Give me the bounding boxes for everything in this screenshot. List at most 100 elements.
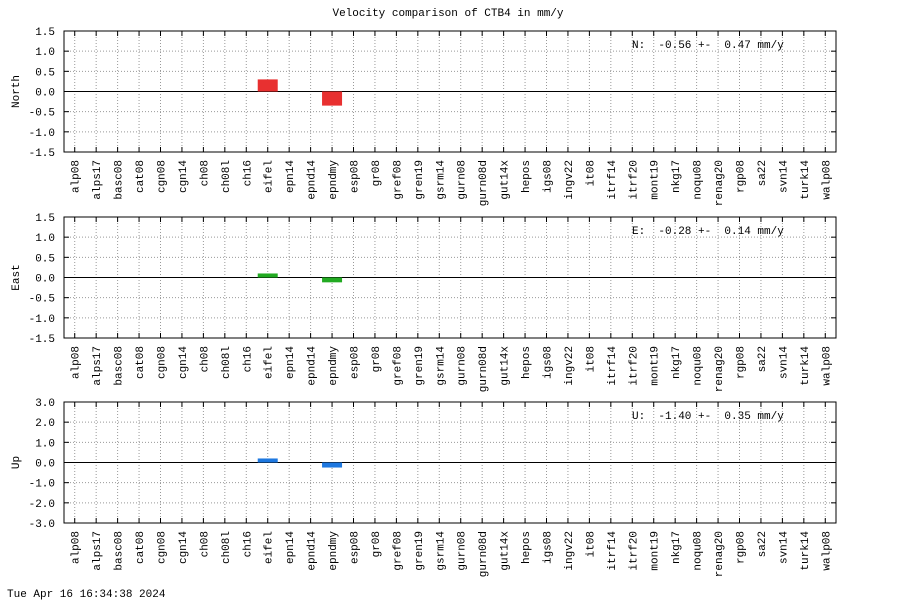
y-tick-label: 0.5 [35,253,55,265]
x-tick-label: eifel [264,160,276,193]
x-tick-label: alp08 [71,346,83,379]
x-tick-label: itrf20 [628,160,640,200]
x-tick-label: cgn08 [157,531,169,564]
x-tick-label: cat08 [135,346,147,379]
x-tick-label: itrf14 [607,531,619,571]
bar [257,458,278,463]
annotation: U: -1.40 +- 0.35 mm/y [632,411,784,423]
x-tick-label: itrf20 [628,531,640,571]
x-tick-label: ch08 [199,346,211,372]
chart-title: Velocity comparison of CTB4 in mm/y [332,8,563,20]
x-tick-label: epnd14 [307,531,319,571]
x-tick-label: cgn08 [157,346,169,379]
x-tick-label: gren19 [414,160,426,200]
x-tick-label: mont19 [650,160,662,200]
x-tick-label: alps17 [92,346,104,386]
y-tick-label: -2.0 [29,499,55,511]
x-tick-label: turk14 [800,346,812,386]
x-tick-label: epnd14 [307,346,319,386]
y-tick-label: 1.5 [35,27,55,39]
x-tick-label: nkg17 [671,160,683,193]
x-tick-label: epn14 [285,531,297,564]
x-tick-label: mont19 [650,531,662,571]
x-tick-label: gref08 [392,531,404,571]
x-tick-label: svn14 [778,346,790,379]
x-tick-label: ch08 [199,160,211,186]
x-tick-label: gut14x [500,346,512,386]
x-tick-label: epndmy [328,531,340,571]
bar [322,277,343,283]
x-tick-label: rgp08 [736,531,748,564]
y-tick-label: 1.0 [35,438,55,450]
x-tick-label: svn14 [778,531,790,564]
x-tick-label: hepos [521,531,533,564]
x-tick-label: sa22 [757,531,769,557]
bar [257,79,278,92]
x-tick-label: walp08 [821,531,833,571]
x-tick-label: nkg17 [671,346,683,379]
y-axis-label: North [11,75,23,108]
y-axis-label: Up [11,456,23,469]
annotation: N: -0.56 +- 0.47 mm/y [632,40,784,52]
x-tick-label: renag20 [714,531,726,577]
x-tick-label: sa22 [757,346,769,372]
x-tick-label: rgp08 [736,160,748,193]
x-tick-label: gr08 [371,160,383,186]
x-tick-label: rgp08 [736,346,748,379]
x-tick-label: noqu08 [693,160,705,200]
x-tick-label: basc08 [114,346,126,386]
x-tick-label: esp08 [350,160,362,193]
y-tick-label: 0.0 [35,88,55,100]
x-tick-label: gurn08d [478,531,490,577]
x-tick-label: gsrm14 [435,531,447,571]
annotation: E: -0.28 +- 0.14 mm/y [632,226,784,238]
x-tick-label: alp08 [71,531,83,564]
x-tick-label: ch08l [221,531,233,564]
x-tick-label: gref08 [392,160,404,200]
x-tick-label: esp08 [350,531,362,564]
x-tick-label: ch08l [221,346,233,379]
x-tick-label: gurn08d [478,160,490,206]
x-tick-label: alps17 [92,531,104,571]
y-tick-label: -1.0 [29,314,55,326]
y-tick-label: 1.0 [35,47,55,59]
x-tick-label: itrf14 [607,160,619,200]
plot-frame [63,30,837,153]
plot-frame [63,401,837,524]
plot-frame [63,216,837,339]
x-tick-label: epn14 [285,160,297,193]
x-tick-label: ingv22 [564,346,576,386]
y-tick-label: 0.0 [35,274,55,286]
x-tick-label: walp08 [821,346,833,386]
x-tick-label: hepos [521,346,533,379]
x-tick-label: gurn08 [457,346,469,386]
y-axis-label: East [11,264,23,290]
y-tick-label: -1.5 [29,334,55,346]
y-tick-label: -1.5 [29,148,55,160]
x-tick-label: noqu08 [693,531,705,571]
bar [322,91,343,106]
x-tick-label: nkg17 [671,531,683,564]
x-tick-label: ch08 [199,531,211,557]
x-tick-label: ch08l [221,160,233,193]
y-tick-label: 1.0 [35,233,55,245]
y-tick-label: 2.0 [35,418,55,430]
x-tick-label: cat08 [135,531,147,564]
x-tick-label: itrf20 [628,346,640,386]
x-tick-label: eifel [264,531,276,564]
x-tick-label: ingv22 [564,531,576,571]
x-tick-label: walp08 [821,160,833,200]
x-tick-label: turk14 [800,160,812,200]
x-tick-label: igs08 [543,346,555,379]
x-tick-label: gren19 [414,346,426,386]
y-tick-label: 3.0 [35,398,55,410]
x-tick-label: itrf14 [607,346,619,386]
y-tick-label: -0.5 [29,108,55,120]
x-tick-label: ch16 [242,531,254,557]
x-tick-label: esp08 [350,346,362,379]
x-tick-label: epnd14 [307,160,319,200]
x-tick-label: hepos [521,160,533,193]
y-tick-label: -3.0 [29,519,55,531]
x-tick-label: cgn14 [178,531,190,564]
x-tick-label: gr08 [371,531,383,557]
